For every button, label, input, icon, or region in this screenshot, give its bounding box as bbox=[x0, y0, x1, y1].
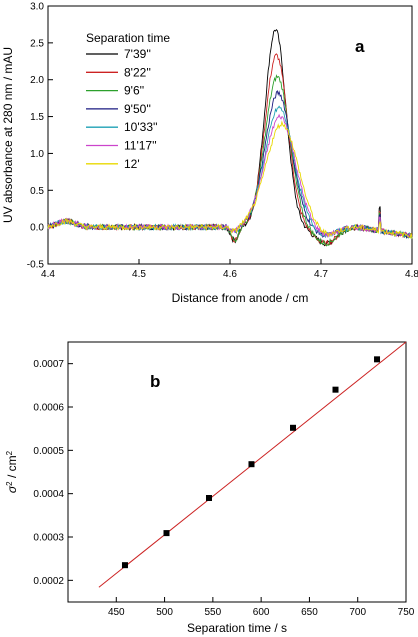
chart-a-x-tick-label: 4.5 bbox=[132, 269, 146, 280]
chart-b: 450 500 550 600 650 700 750 0.0002 0.0003 0.0004 0… bbox=[5, 341, 415, 635]
chart-b-panel-label: b bbox=[150, 372, 160, 391]
chart-a-y-tick-label: 1.5 bbox=[30, 112, 44, 123]
chart-b-y-tick-label: 0.0004 bbox=[33, 489, 64, 500]
chart-a-y-tick-label: 0.5 bbox=[30, 186, 44, 197]
chart-a-legend-entry: 11'17'' bbox=[124, 139, 157, 153]
chart-b-x-axis-label: Separation time / s bbox=[187, 621, 287, 635]
chart-a-legend-entry: 9'50'' bbox=[124, 102, 151, 116]
chart-a-legend-entry: 12' bbox=[124, 157, 140, 171]
chart-a-series-line bbox=[47, 120, 413, 239]
chart-a-series-line bbox=[47, 53, 413, 246]
chart-a-x-tick-label: 4.7 bbox=[314, 269, 328, 280]
chart-a-y-axis-label: UV absorbance at 280 nm / mAU bbox=[1, 47, 15, 223]
chart-b-y-tick-label: 0.0003 bbox=[33, 533, 64, 544]
chart-b-x-tick-label: 700 bbox=[349, 607, 366, 618]
chart-a-y-tick-label: 0.0 bbox=[30, 223, 44, 234]
chart-b-y-axis-sigma: σ bbox=[5, 485, 19, 493]
chart-b-x-tick-label: 550 bbox=[205, 607, 222, 618]
chart-a-y-tick-label: 2.0 bbox=[30, 75, 44, 86]
chart-a: 4.4 4.5 4.6 4.7 4.8 -0.5 0.0 0.5 1.0 1.5 2.0 2.5 3.0… bbox=[1, 2, 418, 306]
chart-a-y-tick-label: -0.5 bbox=[27, 260, 45, 271]
chart-b-data-point bbox=[248, 461, 255, 468]
chart-b-data-point bbox=[163, 530, 170, 537]
chart-a-x-tick-label: 4.8 bbox=[405, 269, 418, 280]
chart-a-series-line bbox=[47, 74, 413, 247]
chart-b-x-tick-label: 450 bbox=[108, 607, 125, 618]
chart-b-y-axis-label: σ2 / cm2 bbox=[5, 450, 20, 493]
chart-a-legend-entry: 7'39'' bbox=[124, 47, 151, 61]
chart-a-x-tick-label: 4.4 bbox=[41, 269, 55, 280]
chart-b-data-point bbox=[332, 386, 339, 393]
chart-a-x-axis-label: Distance from anode / cm bbox=[172, 291, 309, 305]
chart-b-y-axis-sup1: 2 bbox=[5, 481, 14, 486]
chart-b-x-tick-label: 750 bbox=[398, 607, 415, 618]
chart-b-y-tick-label: 0.0005 bbox=[33, 446, 64, 457]
chart-a-y-tick-label: 3.0 bbox=[30, 2, 44, 13]
chart-a-series-line bbox=[47, 113, 413, 238]
chart-a-y-tick-label: 2.5 bbox=[30, 38, 44, 49]
chart-a-legend: Separation time 7'39'' 8'22'' 9'6'' 9'50'' 1… bbox=[86, 31, 170, 171]
chart-b-data-point bbox=[290, 424, 297, 431]
chart-a-panel-label: a bbox=[355, 37, 365, 56]
chart-a-legend-entry: 8'22'' bbox=[124, 65, 151, 79]
chart-b-y-axis-unit: / cm bbox=[5, 455, 19, 481]
chart-b-y-axis-sup2: 2 bbox=[5, 450, 14, 455]
chart-a-x-tick-label: 4.6 bbox=[223, 269, 237, 280]
chart-a-legend-entry: 9'6'' bbox=[124, 84, 144, 98]
chart-a-legend-title: Separation time bbox=[86, 31, 170, 45]
chart-a-series-line bbox=[47, 29, 413, 247]
chart-b-data-point bbox=[121, 562, 128, 569]
chart-b-data-point bbox=[374, 356, 381, 363]
chart-b-x-tick-label: 500 bbox=[156, 607, 173, 618]
chart-b-y-tick-label: 0.0002 bbox=[33, 576, 64, 587]
chart-a-y-tick-label: 1.0 bbox=[30, 149, 44, 160]
chart-b-data-point bbox=[205, 495, 212, 501]
chart-b-x-tick-label: 650 bbox=[301, 607, 318, 618]
chart-b-y-tick-label: 0.0007 bbox=[33, 359, 64, 370]
chart-b-y-tick-label: 0.0006 bbox=[33, 403, 64, 414]
chart-a-series-line bbox=[47, 105, 413, 240]
chart-b-x-tick-label: 600 bbox=[253, 607, 270, 618]
chart-a-legend-entry: 10'33'' bbox=[124, 120, 158, 134]
chart-b-plot-frame bbox=[67, 341, 407, 603]
